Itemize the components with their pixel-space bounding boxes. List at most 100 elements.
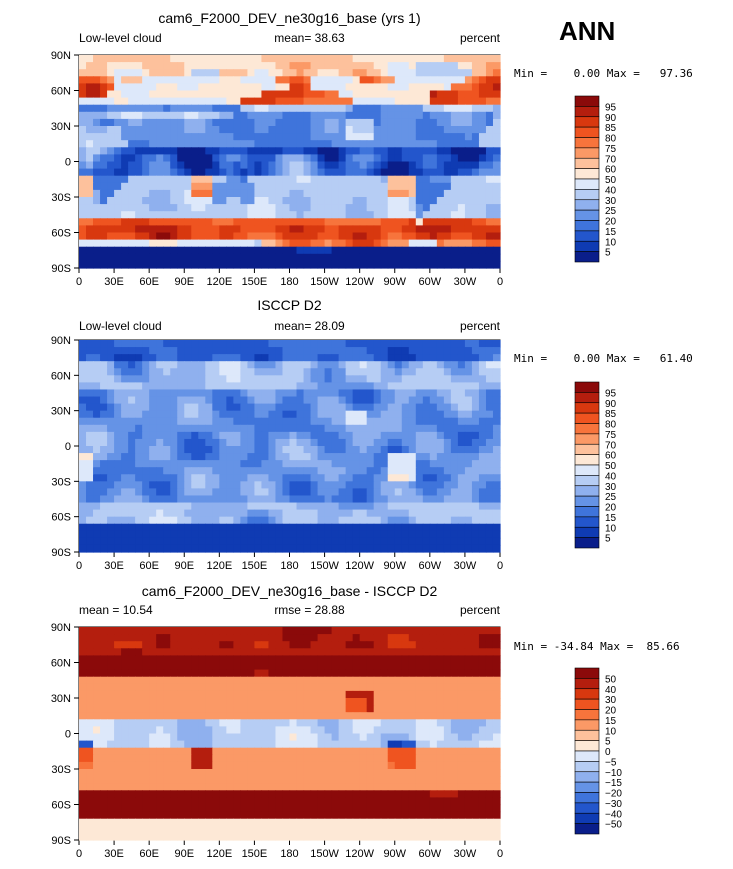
colorbar-label-3-11: −20 [605, 789, 622, 800]
x-tick-label-1-4: 120E [206, 276, 232, 288]
y-tick-label-3-1: 60N [51, 658, 71, 670]
colorbar-box-3-3 [575, 699, 599, 709]
x-tick-label-3-0: 0 [76, 848, 82, 860]
x-tick-label-2-5: 150E [242, 560, 268, 572]
colorbar-label-3-2: 30 [605, 695, 617, 706]
colorbar-box-2-6 [575, 444, 599, 454]
colorbar-label-2-8: 40 [605, 471, 617, 482]
y-tick-label-2-4: 30S [51, 476, 71, 488]
units-label-1: percent [460, 31, 501, 45]
x-tick-label-1-1: 30E [104, 276, 124, 288]
colorbar-box-2-12 [575, 507, 599, 517]
units-label-2: percent [460, 319, 501, 333]
colorbar-box-1-15 [575, 252, 599, 262]
x-tick-label-2-3: 90E [174, 560, 194, 572]
x-tick-label-3-4: 120E [206, 848, 232, 860]
y-tick-label-2-2: 30N [51, 406, 71, 418]
colorbar-label-2-0: 95 [605, 388, 617, 399]
units-label-3: percent [460, 603, 501, 617]
x-tick-label-3-12: 0 [497, 848, 503, 860]
y-tick-label-2-3: 0 [65, 441, 71, 453]
y-tick-label-3-4: 30S [51, 764, 71, 776]
colorbar-label-2-13: 10 [605, 523, 617, 534]
colorbar-box-2-1 [575, 392, 599, 402]
colorbar-label-2-6: 60 [605, 451, 617, 462]
colorbar-box-3-8 [575, 751, 599, 761]
colorbar-box-1-12 [575, 221, 599, 231]
colorbar-label-2-12: 15 [605, 513, 617, 524]
left-label-1: Low-level cloud [79, 31, 162, 45]
colorbar-label-1-1: 90 [605, 113, 617, 124]
colorbar-label-3-0: 50 [605, 674, 617, 685]
colorbar-box-2-7 [575, 455, 599, 465]
colorbar-label-1-9: 30 [605, 196, 617, 207]
colorbar-box-1-1 [575, 106, 599, 116]
colorbar-box-2-2 [575, 403, 599, 413]
colorbar-box-1-3 [575, 127, 599, 137]
x-tick-label-3-2: 60E [139, 848, 159, 860]
y-tick-label-2-1: 60N [51, 370, 71, 382]
colorbar-box-3-1 [575, 678, 599, 688]
colorbar-box-3-5 [575, 720, 599, 730]
colorbar-box-1-0 [575, 96, 599, 106]
colorbar-box-3-12 [575, 793, 599, 803]
x-tick-label-1-3: 90E [174, 276, 194, 288]
colorbar-box-1-6 [575, 158, 599, 168]
colorbar-label-2-7: 50 [605, 461, 617, 472]
colorbar-label-1-8: 40 [605, 185, 617, 196]
colorbar-label-1-3: 80 [605, 134, 617, 145]
colorbar-box-2-8 [575, 465, 599, 475]
colorbar-box-3-14 [575, 813, 599, 823]
colorbar-label-1-6: 60 [605, 165, 617, 176]
colorbar-box-3-4 [575, 710, 599, 720]
x-tick-label-2-2: 60E [139, 560, 159, 572]
x-tick-label-2-0: 0 [76, 560, 82, 572]
x-tick-label-3-9: 90W [383, 848, 406, 860]
colorbar-box-2-5 [575, 434, 599, 444]
colorbar-box-3-6 [575, 730, 599, 740]
x-tick-label-1-11: 30W [454, 276, 477, 288]
colorbar-label-3-6: 5 [605, 737, 611, 748]
colorbar-label-1-5: 70 [605, 154, 617, 165]
colorbar-label-1-4: 75 [605, 144, 617, 155]
colorbar-box-2-11 [575, 496, 599, 506]
colorbar-label-3-13: −40 [605, 809, 622, 820]
y-tick-label-1-6: 90S [51, 263, 71, 275]
colorbar-box-1-10 [575, 200, 599, 210]
colorbar-box-1-4 [575, 138, 599, 148]
colorbar-box-1-5 [575, 148, 599, 158]
x-tick-label-1-7: 150W [310, 276, 339, 288]
left-label-2: Low-level cloud [79, 319, 162, 333]
y-tick-label-2-6: 90S [51, 547, 71, 559]
y-tick-label-3-0: 90N [51, 622, 71, 634]
colorbar-label-3-7: 0 [605, 747, 611, 758]
season-label: ANN [559, 16, 615, 47]
center-label-3: rmse = 28.88 [274, 603, 345, 617]
colorbar-label-1-2: 85 [605, 123, 617, 134]
colorbar-label-3-5: 10 [605, 726, 617, 737]
colorbar-label-2-2: 85 [605, 409, 617, 420]
colorbar-box-2-3 [575, 413, 599, 423]
y-tick-label-1-2: 30N [51, 121, 71, 133]
colorbar-box-1-9 [575, 189, 599, 199]
y-tick-label-2-0: 90N [51, 335, 71, 347]
colorbar-label-1-13: 10 [605, 237, 617, 248]
x-tick-label-1-2: 60E [139, 276, 159, 288]
colorbar-box-3-7 [575, 741, 599, 751]
colorbar-box-2-0 [575, 382, 599, 392]
x-tick-label-2-12: 0 [497, 560, 503, 572]
colorbar-box-2-14 [575, 527, 599, 537]
x-tick-label-1-0: 0 [76, 276, 82, 288]
left-label-3: mean = 10.54 [79, 603, 153, 617]
panel-title-1: cam6_F2000_DEV_ne30g16_base (yrs 1) [158, 10, 420, 26]
colorbar-label-1-0: 95 [605, 102, 617, 113]
x-tick-label-1-8: 120W [345, 276, 374, 288]
colorbar-box-1-7 [575, 169, 599, 179]
colorbar-box-2-9 [575, 475, 599, 485]
x-tick-label-2-1: 30E [104, 560, 124, 572]
x-tick-label-3-1: 30E [104, 848, 124, 860]
x-tick-label-3-5: 150E [242, 848, 268, 860]
x-tick-label-2-8: 120W [345, 560, 374, 572]
y-tick-label-3-6: 90S [51, 835, 71, 847]
